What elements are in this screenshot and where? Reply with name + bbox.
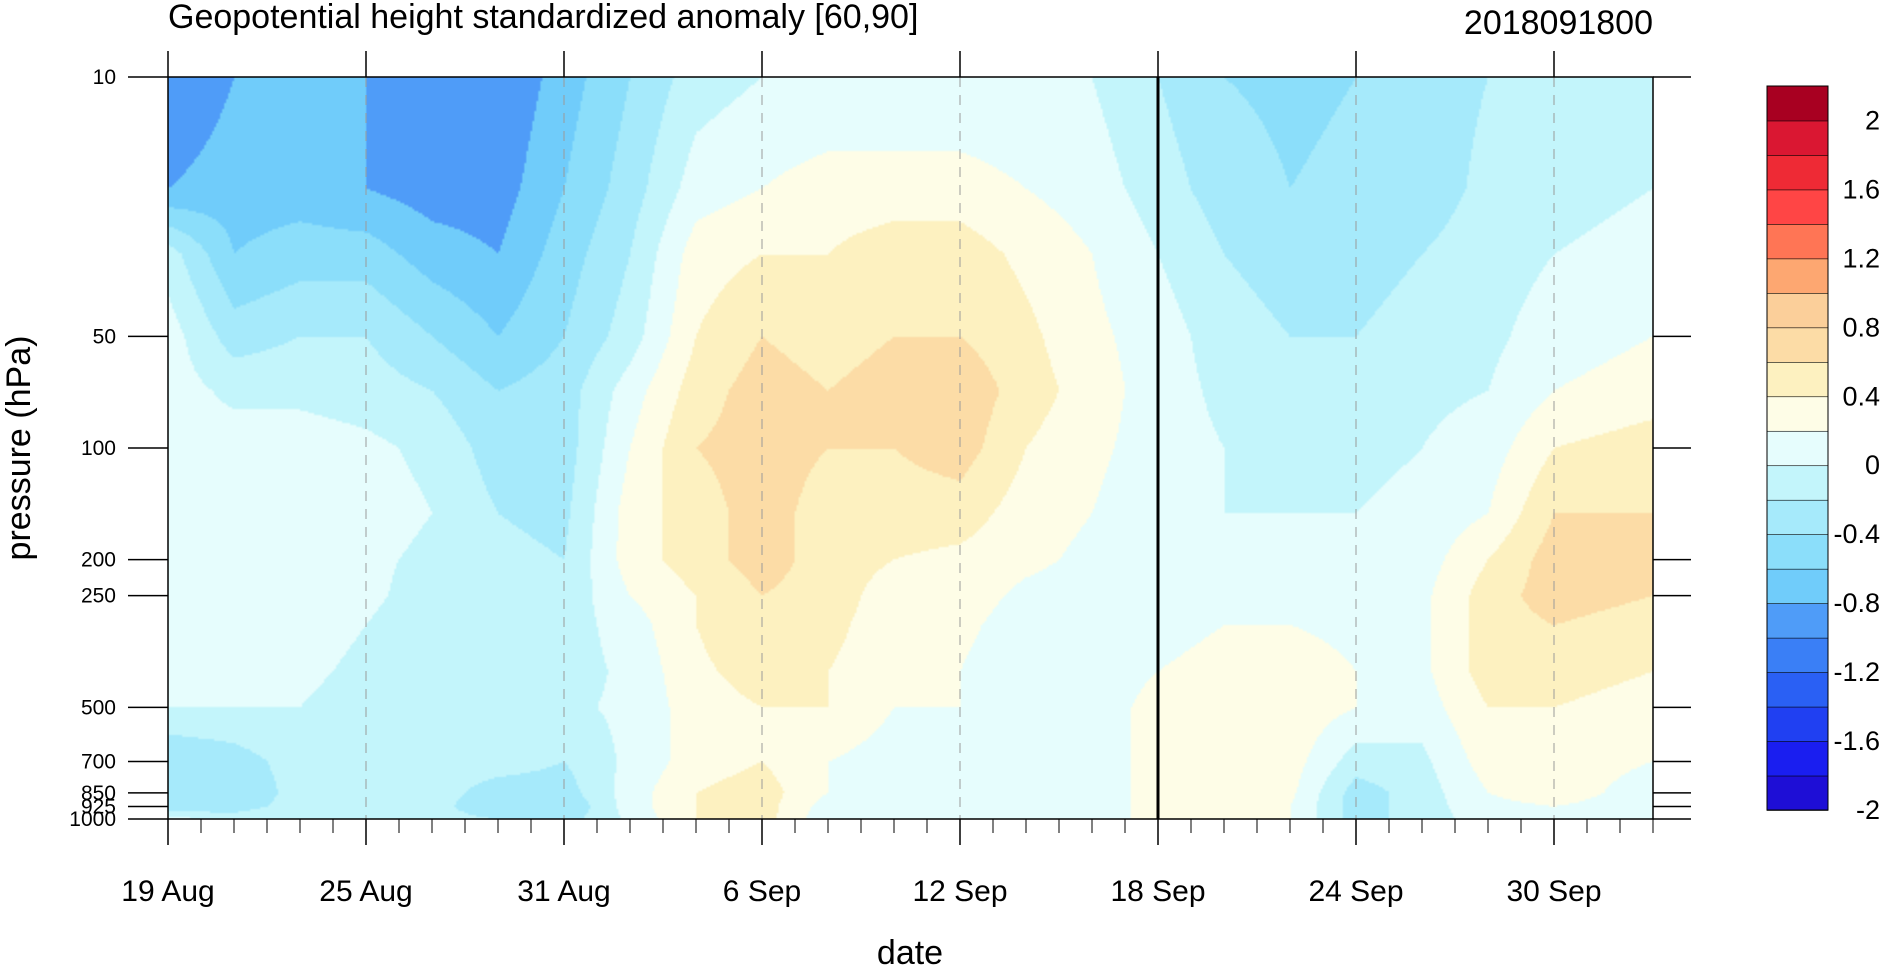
- colorbar-label: -2: [1856, 795, 1880, 825]
- y-tick-label: 500: [81, 696, 116, 719]
- colorbar: 2 1.6 1.2 0.8 0.4 0 -0.4 -0.8 -1.2 -1.6 -2: [1766, 85, 1880, 825]
- x-tick-label: 12 Sep: [912, 875, 1007, 908]
- colorbar-swatch: [1766, 292, 1829, 329]
- date-stamp: 2018091800: [1464, 4, 1653, 42]
- colorbar-swatch: [1766, 671, 1829, 708]
- colorbar-label: 1.2: [1842, 243, 1880, 273]
- x-tick-label: 19 Aug: [121, 875, 214, 908]
- x-tick-label: 30 Sep: [1506, 875, 1601, 908]
- y-axis-label: pressure (hPa): [0, 336, 38, 561]
- x-tick-label: 31 Aug: [517, 875, 610, 908]
- x-tick-label: 25 Aug: [319, 875, 412, 908]
- y-tick-label: 250: [81, 585, 116, 608]
- colorbar-swatch: [1766, 533, 1829, 570]
- y-tick-label: 10: [93, 66, 116, 89]
- colorbar-swatch: [1766, 85, 1829, 122]
- colorbar-swatch: [1766, 327, 1829, 363]
- colorbar-swatch: [1766, 637, 1829, 673]
- colorbar-swatch: [1766, 120, 1829, 156]
- colorbar-swatch: [1766, 775, 1829, 811]
- colorbar-swatch: [1766, 499, 1829, 535]
- chart-title: Geopotential height standardized anomaly…: [168, 0, 918, 36]
- y-tick-label: 100: [81, 437, 116, 460]
- colorbar-swatch: [1766, 361, 1829, 398]
- y-tick-label: 50: [93, 325, 116, 348]
- y-tick-label: 850: [81, 782, 116, 805]
- colorbar-label: 1.6: [1842, 174, 1880, 204]
- x-tick-label: 24 Sep: [1308, 875, 1403, 908]
- colorbar-label: 2: [1865, 105, 1880, 135]
- colorbar-swatch: [1766, 258, 1829, 294]
- y-tick-label: 1000: [69, 808, 116, 831]
- colorbar-label: 0.4: [1842, 381, 1880, 411]
- y-tick-label: 200: [81, 549, 116, 572]
- colorbar-swatch: [1766, 464, 1829, 501]
- colorbar-swatch: [1766, 395, 1829, 432]
- colorbar-label: 0.8: [1842, 312, 1880, 342]
- plot-area: [167, 76, 1654, 820]
- colorbar-swatch: [1766, 154, 1829, 191]
- colorbar-frame: [1766, 85, 1829, 811]
- colorbar-swatch: [1766, 430, 1829, 467]
- y-tick-label: 700: [81, 751, 116, 774]
- x-axis: 19 Aug 25 Aug 31 Aug 6 Sep 12 Sep 18 Sep 24 Se…: [121, 51, 1654, 908]
- y-tick-label: 925: [81, 795, 116, 818]
- colorbar-label: 0: [1865, 450, 1880, 480]
- colorbar-swatch: [1766, 223, 1829, 260]
- colorbar-label: -1.2: [1833, 657, 1880, 687]
- colorbar-swatch: [1766, 706, 1829, 742]
- colorbar-label: -0.8: [1833, 588, 1880, 618]
- colorbar-label: -1.6: [1833, 726, 1880, 756]
- x-axis-label: date: [877, 934, 943, 969]
- colorbar-swatch: [1766, 740, 1829, 777]
- anomaly-field: [168, 77, 1653, 819]
- colorbar-label: -0.4: [1833, 519, 1880, 549]
- x-tick-label: 6 Sep: [723, 875, 801, 908]
- colorbar-swatch: [1766, 189, 1829, 225]
- colorbar-swatch: [1766, 568, 1829, 604]
- x-tick-label: 18 Sep: [1110, 875, 1205, 908]
- colorbar-swatch: [1766, 602, 1829, 639]
